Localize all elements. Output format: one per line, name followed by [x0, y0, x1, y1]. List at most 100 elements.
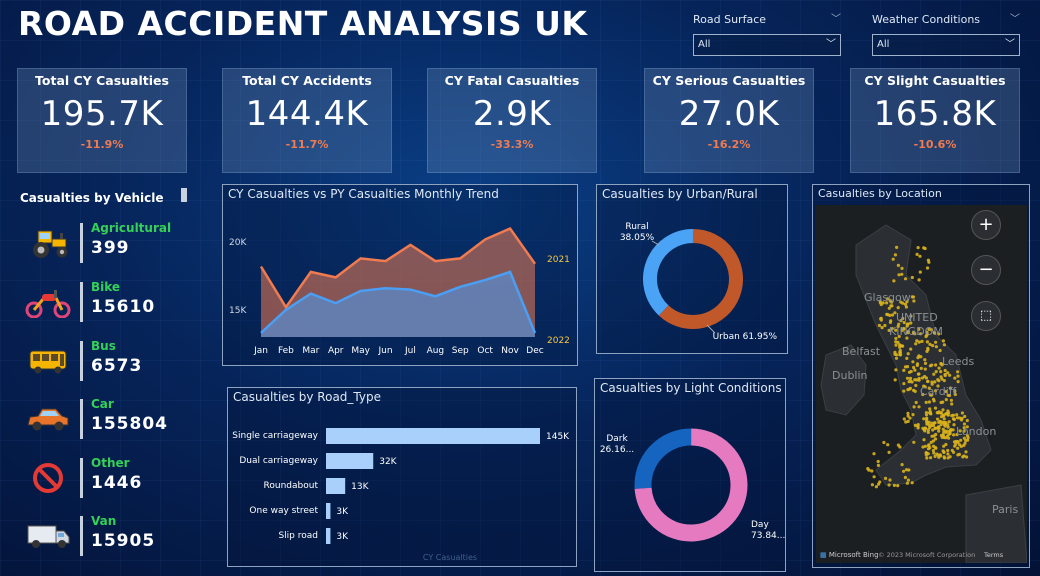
location-dot	[936, 378, 940, 382]
location-dot	[936, 384, 940, 388]
chevron-down-icon[interactable]: ﹀	[1010, 14, 1020, 25]
location-dot	[949, 398, 953, 402]
location-dot	[917, 340, 921, 344]
location-dot	[939, 400, 943, 405]
location-dot	[912, 440, 916, 444]
divider	[80, 341, 83, 381]
location-dot	[870, 469, 874, 473]
location-dot	[942, 343, 946, 347]
road-type-bar-chart[interactable]: Single carriageway 145K Dual carriageway 32…	[228, 388, 576, 566]
location-dot	[927, 443, 931, 447]
vehicle-list-scrollbar[interactable]	[181, 188, 187, 202]
donut-slice-dark[interactable]	[634, 428, 692, 489]
location-dot	[931, 428, 935, 432]
location-dot	[887, 306, 891, 310]
chevron-down-icon: ﹀	[1005, 39, 1015, 50]
location-dot	[906, 388, 910, 392]
vehicle-value: 15610	[91, 297, 156, 317]
location-dot	[893, 378, 897, 382]
location-dot	[876, 459, 880, 464]
light-conditions-title: Casualties by Light Conditions	[600, 381, 782, 395]
map-terms-link[interactable]: Terms	[984, 551, 1004, 559]
zoom-out-button[interactable]: −	[971, 255, 1001, 285]
slice-label: 38.05%	[620, 233, 655, 243]
map-label: Leeds	[942, 355, 975, 368]
location-dot	[894, 328, 898, 332]
slice-label: 73.84...	[751, 531, 785, 541]
road-surface-filter[interactable]: Road Surface ﹀ All ﹀	[693, 12, 841, 56]
kpi-change: -11.9%	[80, 138, 124, 151]
vehicle-value: 155804	[91, 414, 168, 434]
location-dot	[906, 329, 910, 334]
location-dot	[921, 392, 925, 397]
vehicle-item: Car 155804	[24, 397, 194, 441]
slice-label: Rural	[625, 222, 648, 232]
map-label: Glasgow	[864, 291, 911, 304]
location-dot	[942, 456, 947, 460]
zoom-in-button[interactable]: +	[971, 210, 1001, 240]
location-dot	[952, 417, 956, 422]
location-dot	[906, 419, 910, 423]
tractor-icon	[33, 230, 68, 258]
divider	[80, 458, 83, 498]
donut-slice-rural[interactable]	[643, 229, 694, 316]
location-dot	[905, 324, 909, 328]
location-dot	[880, 326, 884, 330]
bar-value-label: 145K	[546, 432, 570, 442]
bar-one-way-street[interactable]	[326, 503, 331, 519]
location-dot	[900, 328, 904, 332]
map-canvas	[820, 224, 1027, 563]
bing-logo-icon: ▦	[820, 551, 827, 559]
select-area-button[interactable]: ⬚	[971, 301, 1001, 331]
chevron-down-icon[interactable]: ﹀	[831, 14, 841, 25]
road-surface-value: All	[698, 39, 711, 50]
location-dot	[938, 453, 942, 457]
location-dot	[939, 423, 943, 427]
location-dot	[956, 453, 960, 457]
location-dot	[938, 348, 942, 353]
location-dot	[946, 452, 950, 456]
donut-slice-day[interactable]	[634, 428, 748, 542]
road-surface-select[interactable]: All ﹀	[693, 34, 841, 56]
location-dot	[901, 316, 905, 321]
location-dot	[934, 370, 938, 374]
location-dot	[909, 321, 913, 325]
weather-filter[interactable]: Weather Conditions ﹀ All ﹀	[872, 12, 1020, 56]
location-dot	[866, 467, 870, 471]
location-dot	[952, 423, 956, 427]
location-dot	[893, 253, 897, 257]
location-dot	[902, 382, 906, 386]
location-dot	[932, 434, 936, 438]
location-dot	[902, 469, 906, 473]
bar-single-carriageway[interactable]	[326, 428, 540, 444]
location-dot	[955, 433, 959, 437]
bar-slip-road[interactable]	[326, 528, 331, 544]
bar-roundabout[interactable]	[326, 478, 346, 494]
location-dot	[928, 411, 932, 415]
location-dot	[908, 416, 912, 420]
weather-select[interactable]: All ﹀	[872, 34, 1020, 56]
location-dot	[927, 386, 931, 390]
bus-icon	[29, 350, 67, 374]
van-icon	[27, 525, 70, 548]
location-dot	[937, 429, 941, 433]
location-dot	[962, 436, 966, 440]
slice-label: 26.16...	[600, 445, 634, 455]
location-dot	[883, 476, 888, 480]
kpi-card-fatal-casualties: CY Fatal Casualties 2.9K -33.3%	[427, 68, 597, 173]
ireland-shape	[820, 344, 867, 416]
location-map[interactable]: UNITED KINGDOM Dublin Leeds Cardiff Lond…	[816, 205, 1027, 563]
location-dot	[964, 450, 968, 454]
vehicle-panel-title: Casualties by Vehicle	[20, 191, 164, 205]
location-dot	[896, 263, 900, 267]
monthly-trend-chart[interactable]: 15K 20K 2021 2022 Jan Feb Mar Apr May Jun Jul Aug Se…	[223, 185, 577, 365]
x-tick-label: Jun	[378, 346, 393, 356]
location-dot	[882, 440, 886, 445]
bar-dual-carriageway[interactable]	[326, 453, 374, 469]
location-dot	[933, 380, 937, 384]
map-label: Cardiff	[920, 385, 957, 398]
location-dot	[930, 328, 934, 332]
donut-slice-urban[interactable]	[658, 229, 743, 329]
